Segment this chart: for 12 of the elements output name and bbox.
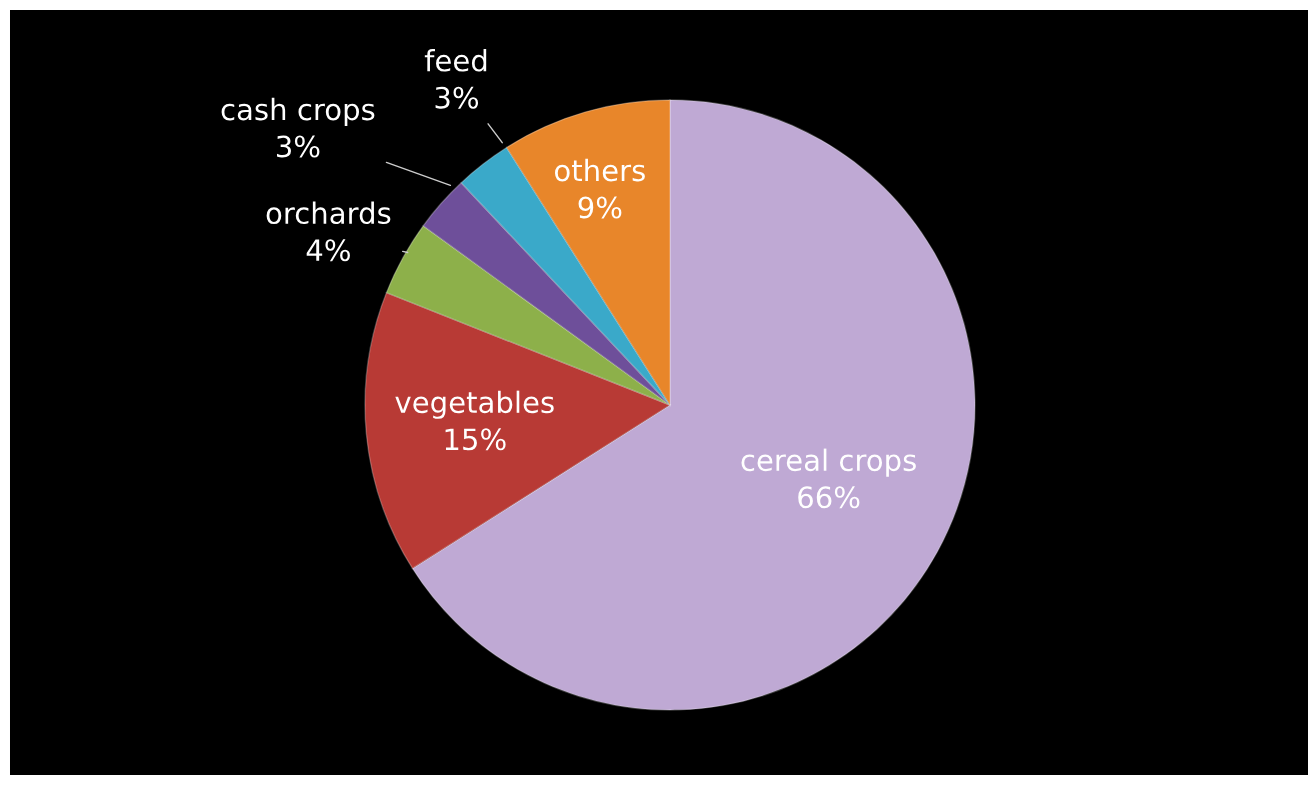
slice-label: vegetables	[395, 390, 554, 419]
data-label: 66%	[798, 486, 860, 509]
data-label: 3%	[276, 135, 320, 158]
slice-label: cash crops	[221, 97, 375, 127]
slice-label: feed	[424, 49, 487, 72]
data-label: 4%	[306, 239, 350, 262]
data-label: 9%	[578, 196, 622, 219]
slice-label: orchards	[266, 201, 391, 225]
data-label: 15%	[445, 428, 506, 451]
slice-label: others	[555, 158, 645, 182]
slice-label: cereal crops	[741, 448, 916, 477]
data-label: 3%	[435, 86, 479, 109]
